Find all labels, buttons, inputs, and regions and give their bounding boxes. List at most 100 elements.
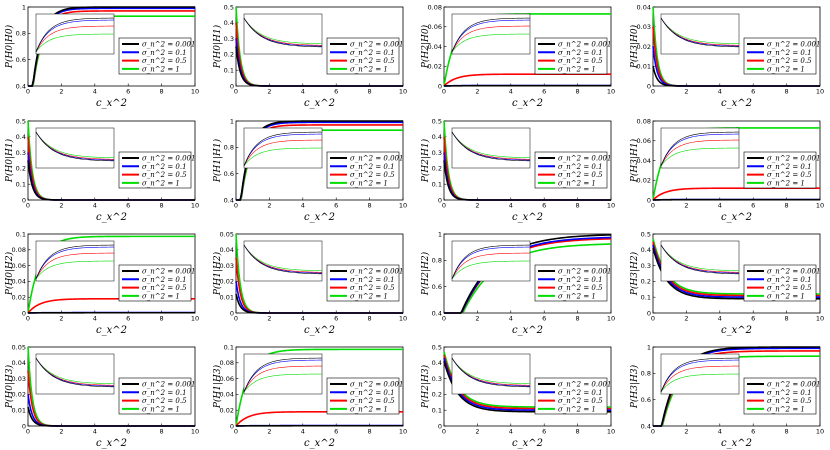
legend-label: σ_n^2 = 1 xyxy=(142,65,180,73)
legend-label: σ_n^2 = 0.001 xyxy=(142,381,195,389)
y-tick-label: 0.1 xyxy=(432,407,442,415)
y-tick-label: 0 xyxy=(22,422,26,430)
x-tick-label: 10 xyxy=(816,88,824,96)
axes-frame xyxy=(443,346,612,427)
inset-series-2 xyxy=(451,19,531,53)
y-tick-label: 0.08 xyxy=(637,117,651,125)
legend-label: σ_n^2 = 0.1 xyxy=(767,163,812,171)
x-tick-label: 6 xyxy=(751,88,755,96)
x-axis-label: c_x^2 xyxy=(512,438,543,449)
inset-series-2 xyxy=(660,17,740,47)
y-tick-label: 0.3 xyxy=(432,375,442,383)
x-tick-label: 6 xyxy=(542,202,546,210)
legend-label: σ_n^2 = 0.001 xyxy=(142,268,195,276)
legend-label: σ_n^2 = 0.1 xyxy=(350,276,395,284)
x-tick-label: 4 xyxy=(718,315,722,323)
inset-series-3 xyxy=(451,252,531,280)
legend-label: σ_n^2 = 0.001 xyxy=(558,381,611,389)
x-tick-label: 10 xyxy=(191,428,199,436)
y-axis-label: P(H2|H1) xyxy=(420,138,431,183)
subplot-p20: 0 2 4 6 8 10 0 0.02 0.04 0.06 0.08 0.1 σ_n^2 = 0.001… xyxy=(4,230,199,336)
inset-series-1 xyxy=(243,131,323,167)
inset-series-1 xyxy=(243,17,323,48)
y-axis-label: P(H2|H0) xyxy=(420,24,431,69)
y-tick-label: 0.4 xyxy=(16,82,26,90)
x-tick-label: 2 xyxy=(475,202,479,210)
x-tick-label: 8 xyxy=(368,315,372,323)
y-tick-label: 0.1 xyxy=(432,181,442,189)
x-tick-label: 8 xyxy=(160,315,164,323)
series-line-1 xyxy=(27,406,195,427)
x-tick-label: 6 xyxy=(334,88,338,96)
series-line-3 xyxy=(652,187,820,201)
x-tick-label: 2 xyxy=(684,88,688,96)
legend-label: σ_n^2 = 1 xyxy=(350,65,388,73)
series-line-1 xyxy=(235,46,403,87)
legend-label: σ_n^2 = 0.001 xyxy=(767,155,820,163)
inset-series-2 xyxy=(243,17,323,47)
x-tick-label: 2 xyxy=(59,428,63,436)
legend-label: σ_n^2 = 0.5 xyxy=(142,171,187,179)
x-tick-label: 10 xyxy=(399,202,407,210)
y-axis-label: P(H0|H2) xyxy=(4,251,15,296)
inset-series-4 xyxy=(660,17,740,45)
x-tick-label: 6 xyxy=(126,88,130,96)
legend-label: σ_n^2 = 1 xyxy=(767,65,805,73)
x-tick-label: 10 xyxy=(816,428,824,436)
y-axis-label: P(H1|H3) xyxy=(212,364,223,409)
y-tick-label: 0.3 xyxy=(16,149,26,157)
y-tick-label: 0.4 xyxy=(432,359,442,367)
axes-frame xyxy=(652,346,821,427)
x-tick-label: 4 xyxy=(93,428,97,436)
y-tick-label: 0.08 xyxy=(220,359,234,367)
y-axis-label: P(H3|H3) xyxy=(629,364,640,409)
y-tick-label: 1 xyxy=(230,117,234,125)
y-tick-label: 0.08 xyxy=(12,246,26,254)
y-tick-label: 0 xyxy=(230,422,234,430)
legend-label: σ_n^2 = 0.001 xyxy=(558,155,611,163)
legend-label: σ_n^2 = 0.5 xyxy=(767,284,812,292)
x-tick-label: 2 xyxy=(267,88,271,96)
inset-series-4 xyxy=(451,260,531,280)
inset-series-1 xyxy=(243,244,323,275)
inset-series-4 xyxy=(451,33,531,53)
x-tick-label: 6 xyxy=(126,428,130,436)
inset-series-4 xyxy=(660,373,740,393)
legend-label: σ_n^2 = 1 xyxy=(142,179,180,187)
inset-frame xyxy=(35,127,115,169)
y-tick-label: 0 xyxy=(647,196,651,204)
legend-label: σ_n^2 = 1 xyxy=(350,405,388,413)
y-tick-label: 0.08 xyxy=(428,3,442,11)
legend-label: σ_n^2 = 0.001 xyxy=(767,381,820,389)
y-tick-label: 0 xyxy=(22,196,26,204)
y-tick-label: 0.06 xyxy=(637,137,651,145)
inset-series-4 xyxy=(35,260,115,280)
inset-series-1 xyxy=(243,357,323,393)
y-axis-label: P(H0|H1) xyxy=(212,24,223,69)
legend-label: σ_n^2 = 0.001 xyxy=(142,41,195,49)
y-tick-label: 0 xyxy=(230,309,234,317)
x-tick-label: 4 xyxy=(509,88,513,96)
inset-series-1 xyxy=(660,17,740,48)
y-axis-label: P(H1|H2) xyxy=(212,251,223,296)
legend-label: σ_n^2 = 0.5 xyxy=(350,284,395,292)
x-tick-label: 10 xyxy=(399,428,407,436)
inset-series-2 xyxy=(660,244,740,274)
y-tick-label: 0.1 xyxy=(16,181,26,189)
x-tick-label: 8 xyxy=(160,428,164,436)
legend-label: σ_n^2 = 0.1 xyxy=(350,163,395,171)
legend-label: σ_n^2 = 0.001 xyxy=(350,381,403,389)
inset-frame xyxy=(451,353,531,395)
y-tick-label: 0 xyxy=(647,309,651,317)
x-tick-label: 0 xyxy=(442,202,446,210)
x-axis-label: c_x^2 xyxy=(304,212,335,223)
y-tick-label: 0.5 xyxy=(16,117,26,125)
y-tick-label: 0.03 xyxy=(637,23,651,31)
x-tick-label: 4 xyxy=(93,315,97,323)
x-tick-label: 10 xyxy=(607,202,615,210)
inset-series-2 xyxy=(451,246,531,280)
y-axis-label: P(H0|H3) xyxy=(4,364,15,409)
y-tick-label: 0.01 xyxy=(220,294,234,302)
